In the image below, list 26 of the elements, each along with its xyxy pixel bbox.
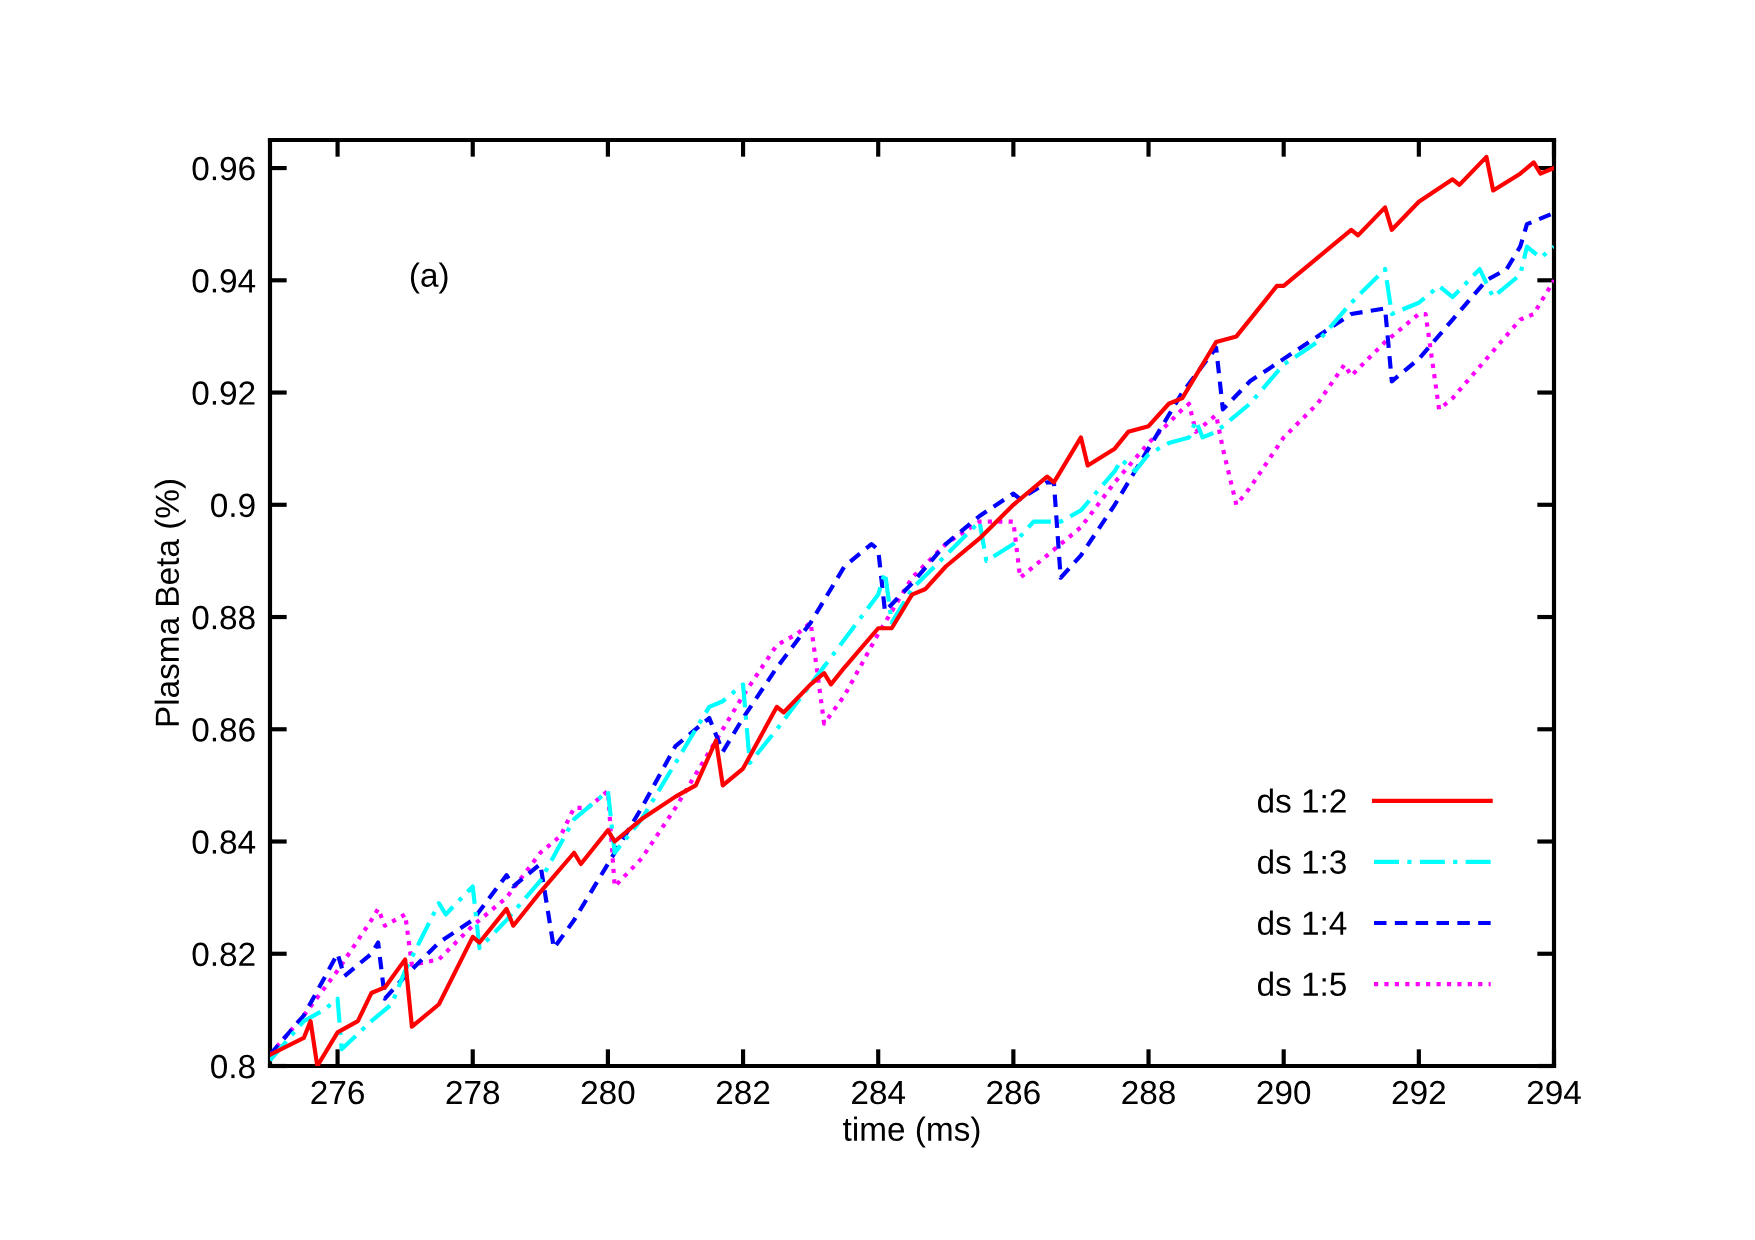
x-tick-label: 284 xyxy=(852,1080,906,1105)
x-tick-label: 288 xyxy=(1122,1080,1175,1105)
x-tick-label: 276 xyxy=(311,1080,364,1105)
x-tick-label: 278 xyxy=(446,1080,500,1105)
x-tick-label: 290 xyxy=(1257,1080,1311,1105)
y-tick-label: 0.94 xyxy=(192,269,256,293)
legend-label: ds 1:3 xyxy=(1257,849,1346,874)
x-tick-label: 292 xyxy=(1392,1080,1445,1105)
x-tick-label: 280 xyxy=(581,1080,635,1105)
legend-label: ds 1:5 xyxy=(1257,971,1346,997)
x-axis-title: time (ms) xyxy=(843,1116,980,1148)
x-tick-label: 282 xyxy=(716,1080,770,1105)
y-tick-label: 0.92 xyxy=(192,381,255,405)
y-tick-label: 0.82 xyxy=(192,942,255,967)
y-tick-label: 0.8 xyxy=(211,1054,255,1079)
legend-label: ds 1:2 xyxy=(1257,788,1346,813)
legend-label: ds 1:4 xyxy=(1257,910,1347,936)
annotation: (a) xyxy=(410,262,448,294)
y-tick-label: 0.96 xyxy=(192,156,255,181)
y-tick-label: 0.88 xyxy=(192,605,255,630)
y-tick-label: 0.84 xyxy=(192,830,256,854)
x-tick-label: 286 xyxy=(987,1080,1040,1105)
x-tick-label: 294 xyxy=(1527,1080,1581,1105)
y-tick-label: 0.86 xyxy=(192,718,255,742)
y-axis-title: Plasma Beta (%) xyxy=(154,480,186,726)
y-tick-label: 0.9 xyxy=(211,493,255,518)
